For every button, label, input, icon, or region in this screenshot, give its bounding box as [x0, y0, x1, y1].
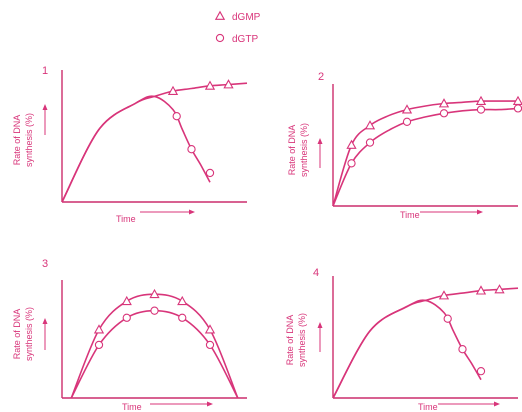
data-point-circle: [172, 112, 181, 121]
data-point-triangle: [475, 95, 487, 105]
data-point-circle: [513, 104, 522, 113]
series-line-triangle: [61, 82, 248, 203]
data-point-triangle: [177, 295, 188, 306]
panel-label-2: 2: [318, 71, 324, 83]
x-arrowhead-icon: [207, 401, 213, 407]
series-line-circle: [332, 107, 519, 207]
panel-label-1: 1: [42, 65, 48, 77]
data-point-triangle: [494, 284, 505, 294]
series-line-circle: [70, 309, 239, 399]
legend-marker-circle-icon: [215, 33, 225, 43]
legend-marker-triangle-icon: [214, 10, 226, 20]
data-point-triangle: [121, 295, 132, 306]
x-axis-label: Time: [122, 402, 142, 412]
data-point-triangle: [364, 120, 376, 130]
data-point-circle: [205, 168, 215, 178]
data-point-circle: [476, 105, 486, 114]
data-point-circle: [178, 313, 187, 322]
data-point-circle: [122, 313, 131, 322]
panel-3: 3 Rate of DNA synthesis (%) Time: [12, 258, 247, 412]
y-arrowhead-icon: [317, 322, 323, 328]
data-point-circle: [347, 159, 356, 168]
y-arrowhead-icon: [42, 318, 48, 324]
panel-1: 1 Rate of DNA synthesis (%) Time: [12, 65, 248, 224]
data-point-triangle: [93, 324, 105, 334]
series-line-circle: [61, 95, 211, 203]
x-arrowhead-icon: [477, 209, 483, 215]
y-axis-label-line-1: Rate of DNA: [285, 315, 295, 366]
panel-4: 4 Rate of DNA synthesis (%) Time: [285, 267, 519, 412]
panel-label-3: 3: [42, 258, 48, 270]
x-axis-label: Time: [116, 214, 136, 224]
data-point-triangle: [204, 324, 216, 334]
series-line-triangle: [332, 100, 518, 207]
panel-2: 2 Rate of DNA synthesis (%) Time: [287, 71, 522, 220]
y-axis-label-line-1: Rate of DNA: [12, 115, 22, 166]
panel-label-4: 4: [313, 267, 319, 279]
x-arrowhead-icon: [494, 401, 500, 407]
data-point-circle: [365, 138, 375, 147]
y-axis-label-line-2: synthesis (%): [299, 123, 309, 177]
data-point-triangle: [223, 79, 234, 89]
data-point-triangle: [475, 285, 487, 295]
y-arrowhead-icon: [317, 138, 323, 144]
data-point-circle: [94, 340, 104, 350]
data-point-triangle: [438, 290, 450, 300]
data-point-circle: [439, 109, 449, 118]
y-axis-label-line-2: synthesis (%): [24, 307, 34, 361]
data-point-triangle: [346, 139, 357, 149]
x-axis-label: Time: [418, 402, 438, 412]
legend-label-dGMP: dGMP: [232, 12, 261, 23]
x-arrowhead-icon: [189, 209, 195, 215]
data-point-circle: [443, 314, 452, 323]
data-point-circle: [476, 367, 486, 376]
data-point-triangle: [167, 85, 179, 96]
y-axis-label: Rate of DNA synthesis (%): [285, 313, 307, 367]
data-point-circle: [187, 145, 196, 154]
data-point-triangle: [149, 288, 160, 299]
y-axis-label-line-2: synthesis (%): [297, 313, 307, 367]
y-arrowhead-icon: [42, 104, 48, 110]
data-point-circle: [458, 345, 467, 354]
data-point-circle: [150, 306, 159, 315]
legend: dGMP dGTP: [214, 10, 261, 45]
y-axis-label: Rate of DNA synthesis (%): [12, 113, 34, 167]
legend-label-dGTP: dGTP: [232, 34, 258, 45]
data-point-circle: [205, 340, 215, 350]
y-axis-label-line-1: Rate of DNA: [12, 309, 22, 360]
series-line-triangle: [332, 287, 519, 399]
data-point-triangle: [401, 104, 413, 114]
data-point-triangle: [438, 98, 450, 108]
y-axis-label: Rate of DNA synthesis (%): [12, 307, 34, 361]
data-point-triangle: [204, 80, 216, 90]
data-point-circle: [402, 117, 412, 126]
x-axis-label: Time: [400, 210, 420, 220]
series-line-circle: [332, 299, 482, 399]
y-axis-label-line-1: Rate of DNA: [287, 125, 297, 176]
y-axis-label: Rate of DNA synthesis (%): [287, 123, 309, 177]
y-axis-label-line-2: synthesis (%): [24, 113, 34, 167]
